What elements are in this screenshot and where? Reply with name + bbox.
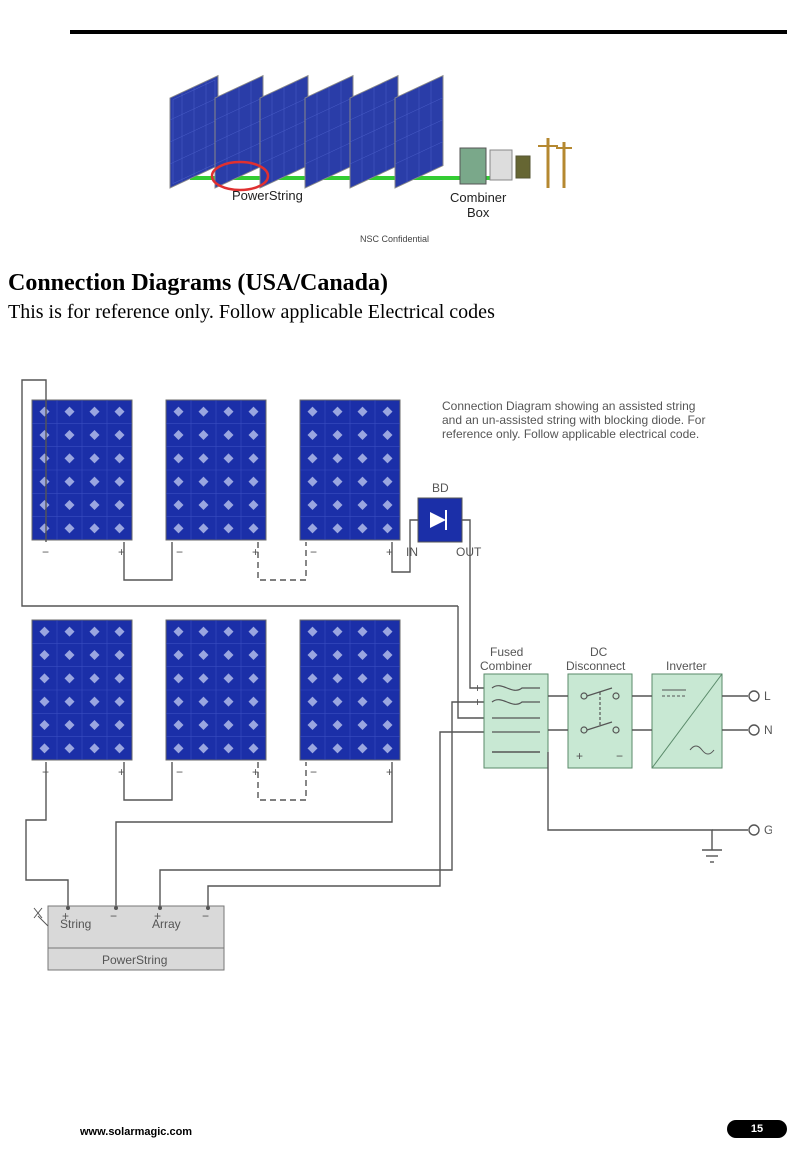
polarity-minus: − (42, 545, 49, 559)
label-fused-1: Fused (490, 645, 523, 659)
polarity-minus: − (176, 765, 183, 779)
solar-panel (166, 400, 266, 540)
fig1-label-powerstring: PowerString (232, 188, 303, 203)
svg-text:−: − (474, 725, 481, 739)
svg-text:−: − (202, 909, 209, 923)
label-inverter: Inverter (666, 659, 707, 673)
fig2-caption-1: Connection Diagram showing an assisted s… (442, 399, 695, 413)
svg-text:−: − (474, 711, 481, 725)
svg-text:+: + (474, 681, 481, 695)
header-rule (70, 30, 787, 34)
solar-panel (32, 620, 132, 760)
dc-disconnect: DC Disconnect + − (566, 645, 632, 768)
fig1-label-combiner: Combiner Box (450, 190, 506, 220)
svg-text:−: − (616, 749, 623, 763)
fig2-caption-2: and an un-assisted string with blocking … (442, 413, 705, 427)
figure-top-svg (160, 48, 620, 248)
figure-connection-diagram: Connection Diagram showing an assisted s… (12, 360, 772, 1000)
polarity-minus: − (310, 765, 317, 779)
svg-text:+: + (474, 695, 481, 709)
svg-text:+: + (154, 909, 161, 923)
svg-text:+: + (62, 909, 69, 923)
label-bd: BD (432, 481, 449, 495)
label-fused-2: Combiner (480, 659, 532, 673)
label-dc-2: Disconnect (566, 659, 626, 673)
combiner-box-icon (460, 148, 486, 184)
label-bd-out: OUT (456, 545, 482, 559)
label-N: N (764, 723, 772, 737)
solar-panel (32, 400, 132, 540)
label-powerstring: PowerString (102, 953, 167, 967)
figure-top: PowerString Combiner Box NSC Confidentia… (160, 48, 620, 248)
fused-combiner: Fused Combiner + + − − (474, 645, 548, 768)
polarity-minus: − (310, 545, 317, 559)
polarity-minus: − (176, 545, 183, 559)
label-L: L (764, 689, 771, 703)
label-G: G (764, 823, 772, 837)
fig1-confidential: NSC Confidential (360, 234, 429, 244)
label-bd-in: IN (406, 545, 418, 559)
footer-url: www.solarmagic.com (80, 1126, 192, 1138)
footer: www.solarmagic.com 15 (0, 1116, 797, 1138)
panel-row (170, 76, 443, 188)
section-heading: Connection Diagrams (USA/Canada) (8, 270, 777, 297)
solar-panel (166, 620, 266, 760)
figure2-svg: Connection Diagram showing an assisted s… (12, 360, 772, 1000)
inverter: Inverter (652, 659, 722, 768)
powerstring-module: PowerString String Array + − + − (34, 906, 224, 970)
fig2-caption-3: reference only. Follow applicable electr… (442, 427, 699, 441)
heading-block: Connection Diagrams (USA/Canada) This is… (8, 270, 777, 324)
svg-text:+: + (576, 749, 583, 763)
solar-panel (300, 400, 400, 540)
svg-text:−: − (110, 909, 117, 923)
page-number: 15 (727, 1120, 787, 1138)
solar-panel (300, 620, 400, 760)
label-dc-1: DC (590, 645, 608, 659)
section-subheading: This is for reference only. Follow appli… (8, 301, 777, 324)
